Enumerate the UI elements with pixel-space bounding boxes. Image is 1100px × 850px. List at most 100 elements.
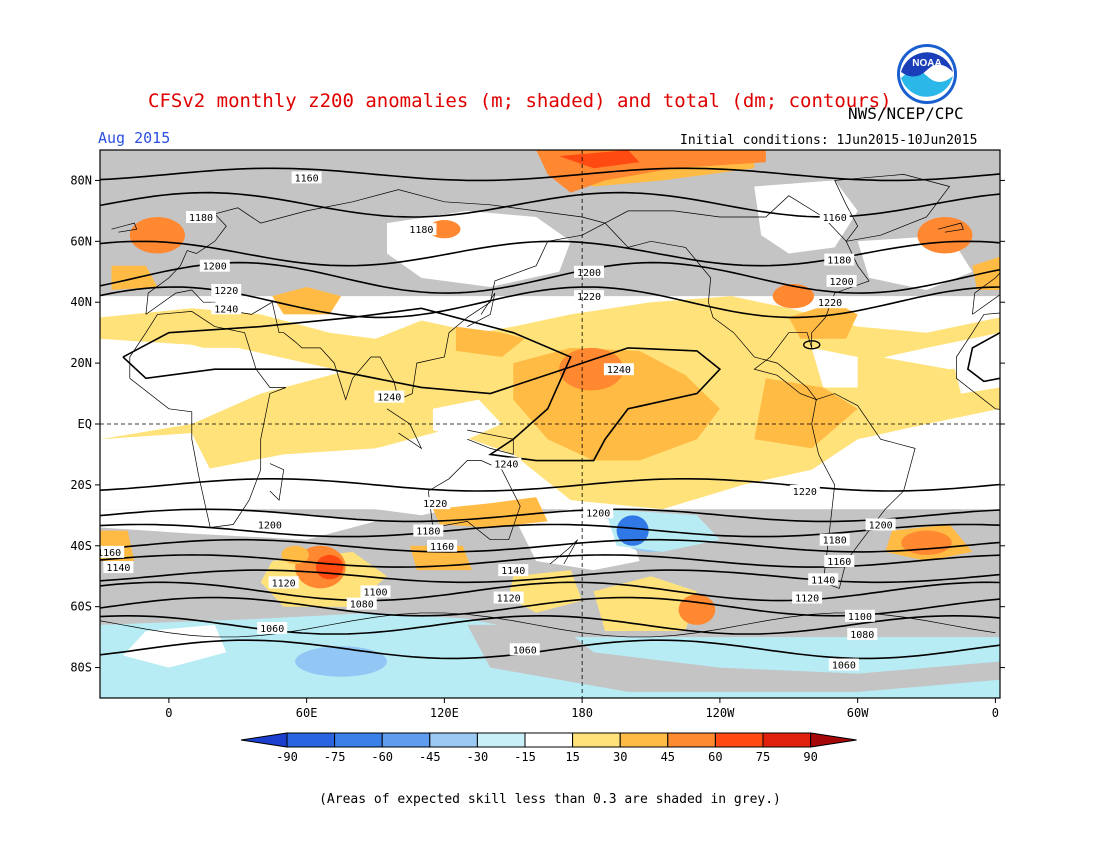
pos-hawaii-core bbox=[559, 347, 624, 391]
contour-label: 1100 bbox=[363, 587, 387, 598]
contour-label-box bbox=[819, 533, 850, 546]
pos-east-pacific bbox=[754, 378, 858, 449]
lon-label: 0 bbox=[992, 706, 999, 720]
colorbar-box bbox=[334, 732, 383, 748]
colorbar-box bbox=[524, 732, 574, 748]
pos-great-lakes bbox=[772, 283, 815, 309]
coastline bbox=[269, 463, 285, 501]
colorbar-box bbox=[619, 732, 669, 748]
coastline bbox=[811, 393, 916, 589]
pos-scandinavia bbox=[129, 216, 185, 254]
grey-antarctic-ridge bbox=[467, 624, 1000, 692]
colorbar-label: 60 bbox=[708, 750, 722, 764]
white-caribbean bbox=[811, 347, 858, 388]
lat-label: 40S bbox=[70, 539, 92, 553]
contour-label-box bbox=[254, 518, 285, 531]
height-contour bbox=[100, 508, 1000, 523]
white-pocket-indian bbox=[100, 509, 376, 540]
contour-label-box bbox=[583, 506, 614, 519]
coastline bbox=[604, 195, 870, 401]
colorbar-label: -60 bbox=[371, 750, 393, 764]
coastline bbox=[427, 460, 521, 541]
contour-label: 1100 bbox=[848, 612, 872, 623]
contour-label-box bbox=[103, 561, 134, 574]
contour-label-box bbox=[257, 621, 288, 634]
contour-label: 1200 bbox=[258, 520, 282, 531]
pos-central-asia bbox=[272, 287, 342, 315]
contour-label-box bbox=[346, 597, 377, 610]
pos-south-atlantic-core bbox=[901, 530, 952, 555]
map-field: 1160 1180 1180 1160 1180 1200 1200 1200 1220 1220… bbox=[100, 150, 1000, 698]
lon-label: 120E bbox=[430, 706, 459, 720]
white-brazil bbox=[857, 448, 961, 501]
colorbar-box bbox=[381, 732, 431, 748]
height-contour bbox=[100, 477, 1000, 492]
contour-label: 1200 bbox=[830, 277, 854, 288]
neg-tasman-core2 bbox=[616, 515, 649, 546]
contour-label-box bbox=[100, 545, 125, 558]
lat-label: 60N bbox=[70, 234, 92, 248]
colorbar-label: 75 bbox=[756, 750, 770, 764]
height-contour bbox=[100, 261, 1000, 294]
contour-label-box bbox=[824, 253, 855, 266]
coastline bbox=[111, 222, 138, 233]
lat-label: 80S bbox=[70, 661, 92, 675]
colorbar-box bbox=[429, 732, 478, 748]
lat-label: EQ bbox=[78, 417, 92, 431]
contour-label: 1120 bbox=[795, 594, 819, 605]
colorbar-label: -15 bbox=[514, 750, 536, 764]
contour-label: 1060 bbox=[260, 624, 284, 635]
noaa-logo: NOAA bbox=[897, 44, 957, 104]
colorbar-arrow-right bbox=[810, 732, 857, 748]
height-contour bbox=[100, 639, 1000, 660]
contour-label-box bbox=[199, 259, 230, 272]
colorbar-label: 15 bbox=[565, 750, 579, 764]
contour-label: 1160 bbox=[827, 557, 851, 568]
lon-label: 60E bbox=[296, 706, 318, 720]
contour-label-box bbox=[603, 363, 634, 376]
contour-label-box bbox=[427, 539, 458, 552]
contour-label-box bbox=[865, 518, 896, 531]
contour-label: 1180 bbox=[827, 256, 851, 267]
height-contour bbox=[100, 167, 1000, 182]
contour-label-box bbox=[493, 591, 524, 604]
contour-label: 1200 bbox=[869, 520, 893, 531]
height-contour-1240 bbox=[122, 307, 722, 462]
height-contour bbox=[100, 286, 1000, 319]
forecast-period: Aug 2015 bbox=[98, 129, 171, 147]
agency-label: NWS/NCEP/CPC bbox=[848, 104, 964, 123]
contour-label: 1200 bbox=[577, 268, 601, 279]
neg-anomaly-antarctic bbox=[295, 646, 387, 677]
contour-label: 1140 bbox=[811, 575, 835, 586]
coastline bbox=[937, 222, 964, 233]
lon-label: 180 bbox=[571, 706, 593, 720]
colorbar-label: -90 bbox=[276, 750, 298, 764]
contour-label-box bbox=[360, 585, 391, 598]
contour-label: 1180 bbox=[823, 536, 847, 547]
contour-label-box bbox=[844, 609, 875, 622]
height-contour-1240-east bbox=[966, 331, 1000, 383]
contour-label-box bbox=[498, 564, 529, 577]
contour-label-box bbox=[808, 573, 839, 586]
contour-label: 1240 bbox=[607, 365, 631, 376]
skill-footnote: (Areas of expected skill less than 0.3 a… bbox=[319, 792, 781, 807]
contour-label-box bbox=[491, 457, 522, 470]
contour-label-box bbox=[792, 591, 823, 604]
contour-label: 1080 bbox=[350, 600, 374, 611]
contour-label: 1180 bbox=[409, 225, 433, 236]
colorbar-box bbox=[714, 732, 764, 748]
white-antarctic-west bbox=[123, 624, 227, 668]
contour-label: 1220 bbox=[818, 298, 842, 309]
white-indonesia bbox=[432, 399, 502, 440]
contour-label: 1120 bbox=[272, 578, 296, 589]
contour-label: 1200 bbox=[203, 262, 227, 273]
logo-text: NOAA bbox=[912, 58, 941, 69]
contour-label-box bbox=[574, 265, 605, 278]
colorbar-label: -45 bbox=[419, 750, 441, 764]
contour-label: 1060 bbox=[832, 661, 856, 672]
contour-label: 1160 bbox=[823, 213, 847, 224]
colorbar-label: 45 bbox=[661, 750, 675, 764]
white-africa-north bbox=[100, 338, 238, 394]
colorbar-arrow-left bbox=[240, 732, 288, 748]
lat-label: 80N bbox=[70, 173, 92, 187]
